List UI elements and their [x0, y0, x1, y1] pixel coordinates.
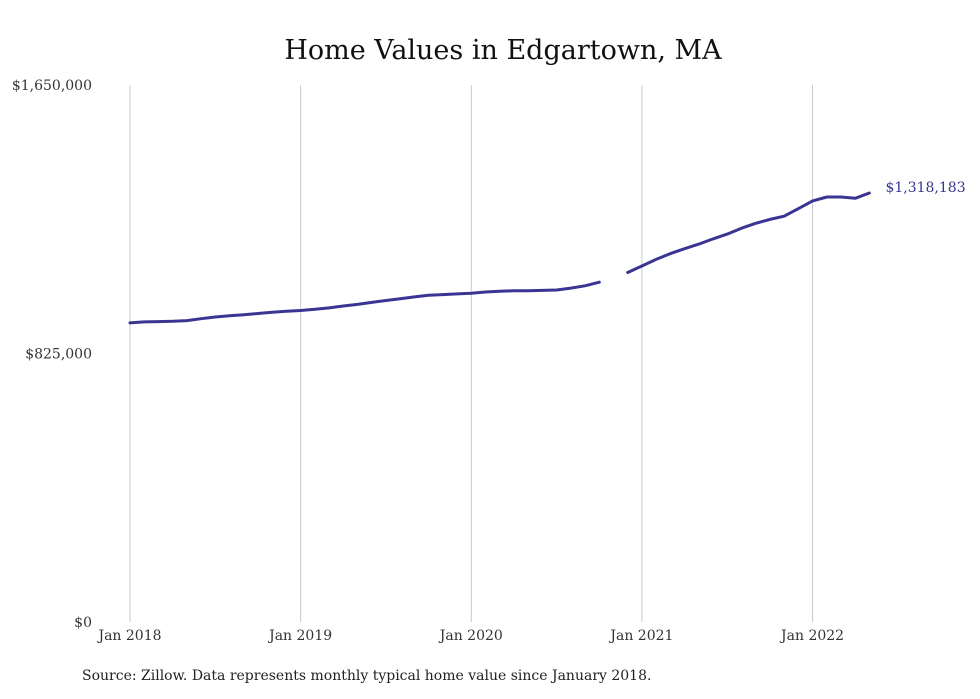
source-note: Source: Zillow. Data represents monthly …	[82, 668, 652, 684]
series-lines	[128, 191, 871, 325]
series-line-segment-0	[128, 280, 601, 325]
y-tick-label: $825,000	[25, 347, 92, 363]
series-line-segment-1	[626, 191, 871, 274]
x-tick-label: Jan 2020	[438, 628, 503, 644]
y-tick-label: $0	[74, 615, 92, 631]
chart-title: Home Values in Edgartown, MA	[284, 35, 722, 66]
last-value-label: $1,318,183	[885, 180, 965, 196]
gridlines	[129, 85, 814, 622]
y-tick-label: $1,650,000	[12, 78, 92, 94]
x-tick-label: Jan 2018	[96, 628, 161, 644]
x-tick-label: Jan 2019	[267, 628, 332, 644]
x-tick-label: Jan 2022	[779, 628, 844, 644]
x-axis-tick-labels: Jan 2018 Jan 2019 Jan 2020 Jan 2021 Jan 2022	[96, 628, 844, 644]
x-tick-label: Jan 2021	[608, 628, 673, 644]
y-axis-tick-labels: $0 $825,000 $1,650,000	[12, 78, 92, 631]
